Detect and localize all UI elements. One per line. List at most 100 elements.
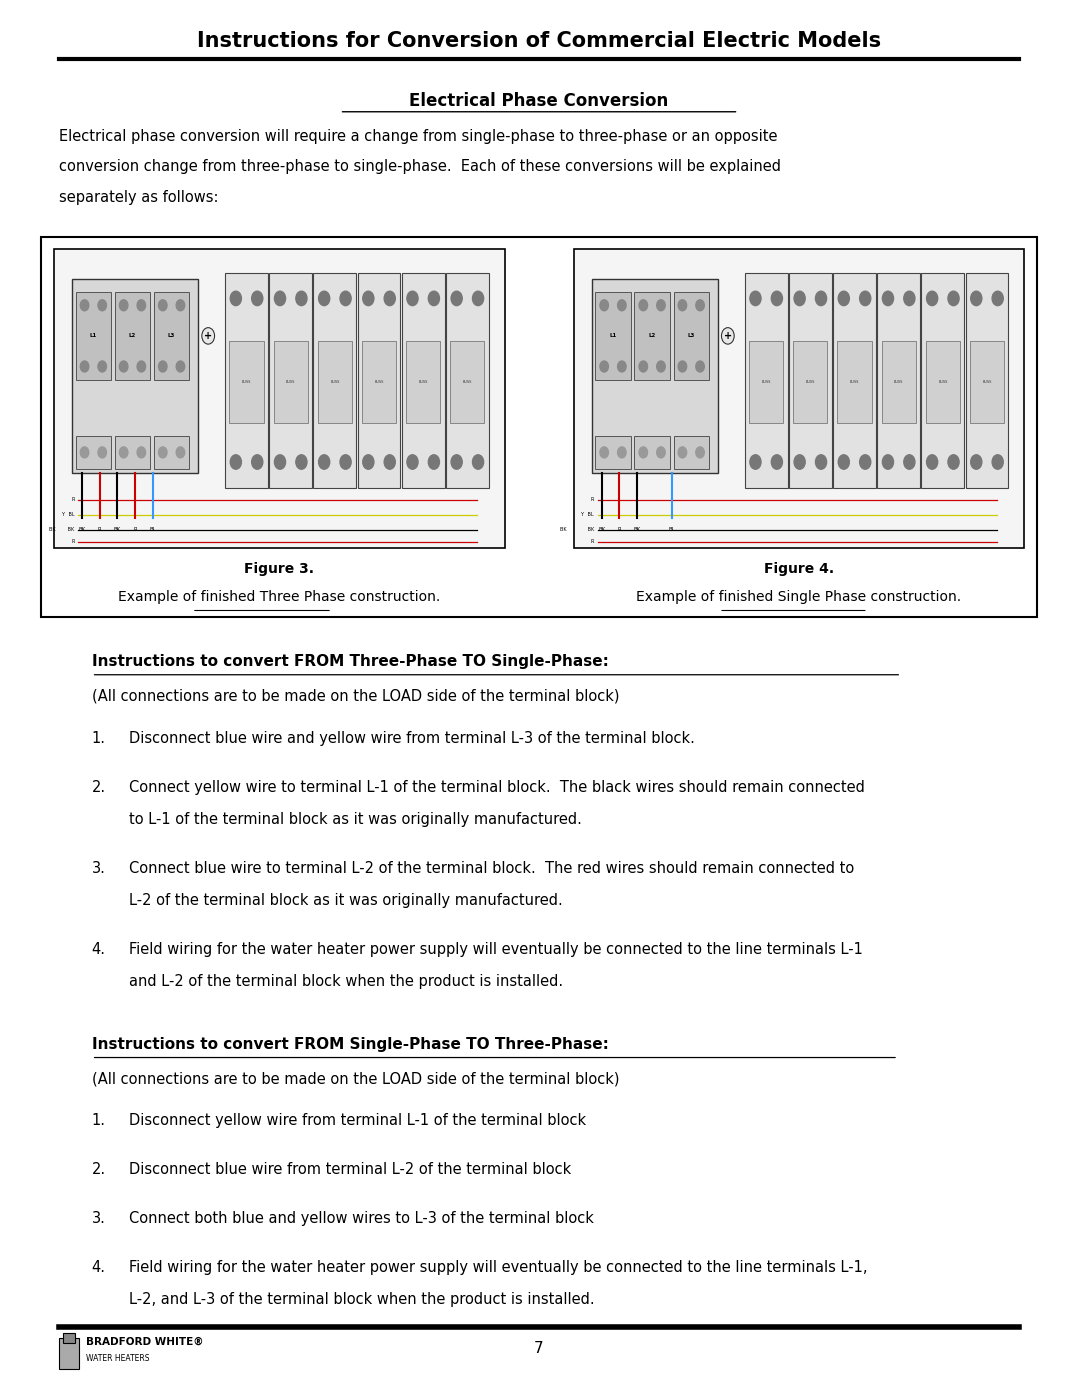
Text: L-2, and L-3 of the terminal block when the product is installed.: L-2, and L-3 of the terminal block when … xyxy=(130,1292,595,1308)
Bar xyxy=(406,341,441,423)
Bar xyxy=(313,272,356,488)
Bar xyxy=(114,436,150,469)
Bar xyxy=(634,292,670,380)
Circle shape xyxy=(98,360,107,372)
Circle shape xyxy=(618,447,626,458)
Bar xyxy=(877,272,920,488)
Circle shape xyxy=(993,291,1003,306)
Circle shape xyxy=(137,300,146,310)
Circle shape xyxy=(618,300,626,310)
Text: 1.: 1. xyxy=(92,731,106,746)
Text: BUSS: BUSS xyxy=(806,380,815,384)
Circle shape xyxy=(80,447,89,458)
Circle shape xyxy=(971,455,982,469)
Text: R: R xyxy=(591,497,594,503)
Circle shape xyxy=(176,447,185,458)
Circle shape xyxy=(904,455,915,469)
Bar xyxy=(573,249,1024,548)
Circle shape xyxy=(98,447,107,458)
Circle shape xyxy=(657,360,665,372)
Circle shape xyxy=(639,447,648,458)
Text: +: + xyxy=(204,331,213,341)
Circle shape xyxy=(927,455,937,469)
Circle shape xyxy=(599,447,608,458)
Circle shape xyxy=(252,455,262,469)
Circle shape xyxy=(678,447,687,458)
Circle shape xyxy=(657,300,665,310)
Text: L1: L1 xyxy=(609,334,617,338)
Bar xyxy=(966,272,1009,488)
Text: Example of finished Three Phase construction.: Example of finished Three Phase construc… xyxy=(118,590,441,604)
Circle shape xyxy=(993,455,1003,469)
Text: BL: BL xyxy=(669,527,676,532)
Text: WATER HEATERS: WATER HEATERS xyxy=(86,1354,150,1362)
Circle shape xyxy=(838,291,849,306)
Circle shape xyxy=(120,447,127,458)
Bar xyxy=(634,436,670,469)
Bar xyxy=(745,272,787,488)
Text: Instructions for Conversion of Commercial Electric Models: Instructions for Conversion of Commercia… xyxy=(197,31,881,50)
Bar xyxy=(76,292,111,380)
Bar xyxy=(269,272,312,488)
Text: to L-1 of the terminal block as it was originally manufactured.: to L-1 of the terminal block as it was o… xyxy=(130,812,582,827)
Text: Figure 4.: Figure 4. xyxy=(764,562,834,576)
Circle shape xyxy=(678,360,687,372)
Circle shape xyxy=(750,455,761,469)
Circle shape xyxy=(639,360,648,372)
Text: separately as follows:: separately as follows: xyxy=(59,190,219,205)
Text: Connect yellow wire to terminal L-1 of the terminal block.  The black wires shou: Connect yellow wire to terminal L-1 of t… xyxy=(130,780,865,795)
Text: Disconnect blue wire and yellow wire from terminal L-3 of the terminal block.: Disconnect blue wire and yellow wire fro… xyxy=(130,731,696,746)
Text: L2: L2 xyxy=(648,334,656,338)
Circle shape xyxy=(971,291,982,306)
Text: BK              BK: BK BK xyxy=(559,527,594,532)
Text: BUSS: BUSS xyxy=(761,380,771,384)
Bar xyxy=(595,436,631,469)
Bar xyxy=(793,341,827,423)
Text: Instructions to convert FROM Single-Phase TO Three-Phase:: Instructions to convert FROM Single-Phas… xyxy=(92,1037,608,1052)
Text: BRADFORD WHITE®: BRADFORD WHITE® xyxy=(86,1337,204,1347)
Bar xyxy=(926,341,960,423)
Circle shape xyxy=(384,291,395,306)
Circle shape xyxy=(794,291,806,306)
Circle shape xyxy=(407,455,418,469)
Text: BUSS: BUSS xyxy=(286,380,296,384)
Circle shape xyxy=(815,291,826,306)
Bar xyxy=(402,272,445,488)
Text: BK: BK xyxy=(79,527,85,532)
Text: L2: L2 xyxy=(129,334,136,338)
Circle shape xyxy=(80,360,89,372)
Circle shape xyxy=(340,455,351,469)
Text: BK: BK xyxy=(598,527,605,532)
Circle shape xyxy=(363,291,374,306)
Circle shape xyxy=(696,447,704,458)
Circle shape xyxy=(860,455,870,469)
Circle shape xyxy=(696,360,704,372)
Circle shape xyxy=(319,291,329,306)
Circle shape xyxy=(794,455,806,469)
Text: Y   BL: Y BL xyxy=(60,513,75,517)
Circle shape xyxy=(838,455,849,469)
Circle shape xyxy=(948,455,959,469)
Bar xyxy=(229,341,264,423)
Circle shape xyxy=(363,455,374,469)
Text: BUSS: BUSS xyxy=(983,380,991,384)
Text: Connect blue wire to terminal L-2 of the terminal block.  The red wires should r: Connect blue wire to terminal L-2 of the… xyxy=(130,861,854,876)
Circle shape xyxy=(882,455,893,469)
Circle shape xyxy=(159,360,167,372)
Text: L3: L3 xyxy=(167,334,175,338)
Text: Field wiring for the water heater power supply will eventually be connected to t: Field wiring for the water heater power … xyxy=(130,1260,868,1275)
Circle shape xyxy=(120,300,127,310)
Text: Field wiring for the water heater power supply will eventually be connected to t: Field wiring for the water heater power … xyxy=(130,942,863,957)
Bar xyxy=(63,1333,76,1343)
Text: +: + xyxy=(724,331,732,341)
Bar xyxy=(72,278,198,472)
Text: (All connections are to be made on the LOAD side of the terminal block): (All connections are to be made on the L… xyxy=(92,1071,619,1087)
Circle shape xyxy=(274,455,285,469)
Text: 4.: 4. xyxy=(92,1260,106,1275)
Circle shape xyxy=(451,291,462,306)
Circle shape xyxy=(696,300,704,310)
Text: Connect both blue and yellow wires to L-3 of the terminal block: Connect both blue and yellow wires to L-… xyxy=(130,1211,594,1227)
Text: R: R xyxy=(71,539,75,545)
Text: R: R xyxy=(618,527,621,532)
Circle shape xyxy=(176,360,185,372)
